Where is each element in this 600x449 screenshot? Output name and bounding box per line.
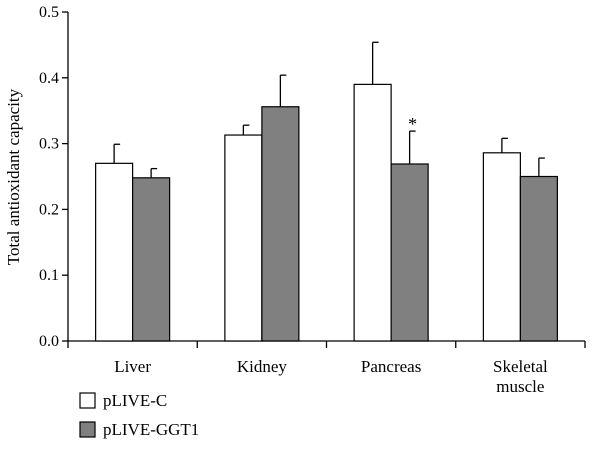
bar-plive-ggt1-3: [519, 175, 558, 342]
legend-swatch-plive-c: [79, 392, 96, 409]
legend-label: pLIVE-C: [103, 391, 167, 410]
y-tick-label: 0.5: [39, 4, 59, 21]
y-tick-label: 0.3: [39, 136, 59, 153]
y-tick-label: 0.2: [39, 201, 59, 218]
bar-plive-ggt1-1: [261, 106, 300, 342]
category-label: muscle: [496, 377, 544, 396]
category-label: Liver: [114, 357, 151, 376]
bar-plive-c-0: [95, 162, 134, 342]
axis-labels: 0.0 0.1 0.2 0.3 0.4 0.5 Liver Kidney Pancreas Ske…: [39, 4, 548, 396]
bar-plive-ggt1-0: [132, 177, 171, 342]
y-tick-label: 0.4: [39, 70, 59, 87]
significance-marker: *: [408, 114, 417, 134]
y-tick-label: 0.1: [39, 267, 59, 284]
bar-plive-c-2: [353, 83, 392, 342]
error-bars: [113, 41, 545, 178]
category-label: Pancreas: [361, 357, 421, 376]
bars: [95, 83, 558, 342]
legend-swatch-plive-ggt1: [79, 421, 96, 438]
category-label: Kidney: [237, 357, 288, 376]
legend: pLIVE-C pLIVE-GGT1: [79, 391, 199, 439]
y-axis-title: Total antioxidant capacity: [4, 88, 23, 265]
bar-plive-c-1: [224, 134, 263, 342]
bar-plive-c-3: [482, 152, 521, 342]
legend-label: pLIVE-GGT1: [103, 420, 199, 439]
y-tick-label: 0.0: [39, 333, 59, 350]
bar-plive-ggt1-2: [390, 163, 429, 342]
category-label: Skeletal: [493, 357, 548, 376]
